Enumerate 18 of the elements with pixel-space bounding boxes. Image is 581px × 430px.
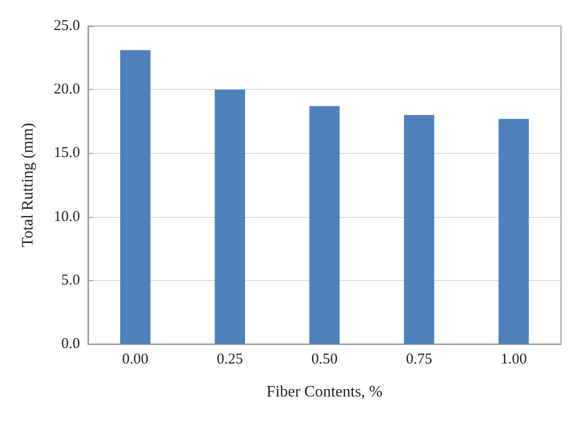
y-tick-label: 10.0 <box>54 208 80 225</box>
x-tick-label: 0.00 <box>122 352 148 368</box>
x-tick-label: 1.00 <box>500 352 527 368</box>
bar <box>404 115 434 344</box>
y-tick-label: 0.0 <box>61 336 80 352</box>
y-tick-label: 5.0 <box>61 272 80 288</box>
x-tick-label: 0.50 <box>311 352 338 368</box>
bar <box>120 50 150 344</box>
bar <box>214 90 246 344</box>
bar <box>309 106 340 344</box>
x-tick-label: 0.25 <box>216 352 244 368</box>
y-tick-label: 15.0 <box>54 145 80 162</box>
y-axis-title: Total Rutting (mm) <box>20 122 36 248</box>
x-axis-title: Fiber Contents, % <box>266 384 382 400</box>
bar <box>498 118 529 344</box>
y-tick-label: 20.0 <box>54 82 80 98</box>
y-tick-label: 25.0 <box>54 18 80 34</box>
x-tick-label: 0.75 <box>406 352 432 368</box>
